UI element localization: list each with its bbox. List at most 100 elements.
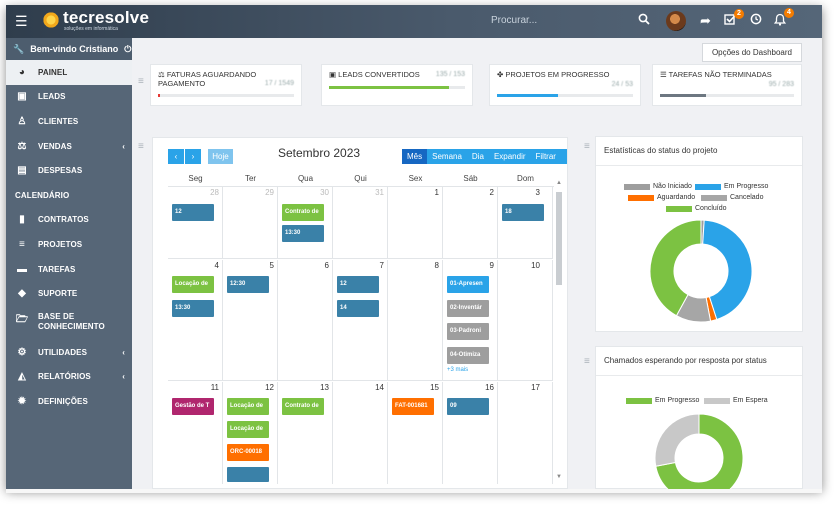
sidebar-item-projetos[interactable]: ≡ PROJETOS — [6, 232, 132, 257]
calendar-week: 11 Gestão de T 12 Locação de Locação de … — [168, 382, 553, 484]
search-icon[interactable] — [638, 13, 650, 29]
drag-handle-icon[interactable]: ≡ — [138, 76, 144, 87]
calendar-day[interactable]: 5 12:30 — [223, 260, 278, 380]
calendar-day[interactable]: 2 — [443, 187, 498, 258]
calendar-day[interactable]: 30 Contrato de 13:30 — [278, 187, 333, 258]
calendar-event[interactable]: 12 — [337, 276, 379, 293]
legend-item[interactable]: Não Iniciado — [624, 183, 692, 190]
sidebar-item-calendario[interactable]: CALENDÁRIO — [6, 183, 132, 208]
sidebar-item-painel[interactable]: ◕ PAINEL — [6, 60, 132, 85]
donut-slice-em-progresso[interactable] — [702, 219, 753, 321]
donut-slice-em-progresso[interactable] — [655, 413, 744, 489]
calendar-event[interactable]: 13:30 — [282, 225, 324, 242]
user-avatar[interactable] — [666, 11, 686, 31]
calendar-day[interactable]: 15 FAT-001681 — [388, 382, 443, 484]
tasks-check-icon[interactable] — [724, 13, 737, 29]
calendar-event[interactable]: Locação de — [227, 421, 269, 438]
calendar-day[interactable]: 13 Contrato de — [278, 382, 333, 484]
calendar-day[interactable]: 7 12 14 — [333, 260, 388, 380]
view-month-button[interactable]: Mês — [402, 149, 428, 164]
sidebar-item-despesas[interactable]: ▤ DESPESAS — [6, 158, 132, 183]
menu-toggle-icon[interactable]: ☰ — [15, 13, 28, 29]
calendar-event[interactable]: 09 — [447, 398, 489, 415]
today-button[interactable]: Hoje — [208, 149, 233, 164]
calendar-day[interactable]: 4 Locação de 13:30 — [168, 260, 223, 380]
sidebar-item-leads[interactable]: ▣ LEADS — [6, 85, 132, 110]
calendar-event[interactable]: Contrato de — [282, 204, 324, 221]
sidebar-item-utilidades[interactable]: ⚙ UTILIDADES ‹ — [6, 340, 132, 365]
calendar-day[interactable]: 14 — [333, 382, 388, 484]
dashboard-options-button[interactable]: Opções do Dashboard — [701, 43, 802, 62]
calendar-event[interactable]: ORC-00018 — [227, 444, 269, 461]
calendar-event[interactable]: 13:30 — [172, 300, 214, 317]
logo[interactable]: tecresolve soluções em informática — [42, 9, 149, 32]
donut-slice-em-espera[interactable] — [654, 413, 700, 467]
sidebar-item-clientes[interactable]: ♙ CLIENTES — [6, 109, 132, 134]
calendar-event[interactable]: 02-Inventár — [447, 300, 489, 317]
sidebar-item-contratos[interactable]: ▮ CONTRATOS — [6, 208, 132, 233]
drag-handle-icon[interactable]: ≡ — [138, 141, 144, 152]
stat-card-invoices[interactable]: ⚖ FATURAS AGUARDANDO PAGAMENTO 17 / 1549 — [150, 64, 302, 106]
calendar-day[interactable]: 6 — [278, 260, 333, 380]
sidebar-item-vendas[interactable]: ⚖ VENDAS ‹ — [6, 134, 132, 159]
calendar-day[interactable]: 3 18 — [498, 187, 553, 258]
legend-item[interactable]: Em Progresso — [695, 183, 768, 190]
more-events-link[interactable]: +3 mais — [447, 367, 469, 373]
calendar-event[interactable]: Locação de — [227, 398, 269, 415]
calendar-event[interactable]: 01-Apresen — [447, 276, 489, 293]
sidebar-item-tarefas[interactable]: ▬ TAREFAS — [6, 257, 132, 282]
prev-month-button[interactable]: ‹ — [168, 149, 184, 164]
calendar-day[interactable]: 28 12 — [168, 187, 223, 258]
sidebar-item-relatorios[interactable]: ◭ RELATÓRIOS ‹ — [6, 365, 132, 390]
calendar-scrollbar[interactable]: ▲ ▼ — [555, 180, 563, 480]
next-month-button[interactable]: › — [185, 149, 201, 164]
filter-button[interactable]: Filtrar Por — [530, 149, 567, 176]
search-input[interactable]: Procurar... — [491, 15, 538, 26]
drag-handle-icon[interactable]: ≡ — [584, 141, 590, 152]
calendar-day[interactable]: 10 — [498, 260, 553, 380]
sidebar-item-definicoes[interactable]: ✹ DEFINIÇÕES — [6, 389, 132, 414]
calendar-day[interactable]: 12 Locação de Locação de ORC-00018 — [223, 382, 278, 484]
legend-item[interactable]: Em Espera — [704, 397, 768, 404]
stat-card-tasks[interactable]: ☰ TAREFAS NÃO TERMINADAS 95 / 283 — [652, 64, 802, 106]
legend-item[interactable]: Cancelado — [701, 194, 763, 201]
logout-power-icon[interactable]: ⏻ — [124, 43, 132, 54]
share-icon[interactable]: ➦ — [700, 13, 711, 28]
legend-item[interactable]: Concluído — [666, 205, 727, 212]
calendar-day[interactable]: 16 09 — [443, 382, 498, 484]
view-week-button[interactable]: Semana — [427, 149, 467, 164]
legend-item[interactable]: Aguardando — [628, 194, 695, 201]
sidebar-item-suporte[interactable]: ◆ SUPORTE — [6, 281, 132, 306]
calendar-event[interactable]: Locação de — [172, 276, 214, 293]
calendar-event[interactable]: 03-Padroni — [447, 323, 489, 340]
stat-card-projects[interactable]: ✤ PROJETOS EM PROGRESSO 24 / 53 — [489, 64, 641, 106]
donut-slice-conclu-do[interactable] — [649, 219, 702, 317]
calendar-event[interactable]: 14 — [337, 300, 379, 317]
calendar-event[interactable] — [227, 467, 269, 482]
scroll-down-icon[interactable]: ▼ — [556, 474, 562, 480]
scrollbar-thumb[interactable] — [556, 192, 562, 285]
drag-handle-icon[interactable]: ≡ — [584, 356, 590, 367]
calendar-event[interactable]: 18 — [502, 204, 544, 221]
expand-button[interactable]: Expandir — [488, 149, 531, 164]
calendar-day[interactable]: 31 — [333, 187, 388, 258]
calendar-event[interactable]: 12:30 — [227, 276, 269, 293]
scroll-up-icon[interactable]: ▲ — [556, 180, 562, 186]
view-day-button[interactable]: Dia — [466, 149, 489, 164]
calendar-day[interactable]: 9 01-Apresen 02-Inventár 03-Padroni 04-O… — [443, 260, 498, 380]
calendar-event[interactable]: Gestão de T — [172, 398, 214, 415]
calendar-event[interactable]: FAT-001681 — [392, 398, 434, 415]
calendar-event[interactable]: 04-Otimiza — [447, 347, 489, 364]
stat-card-leads[interactable]: ▣ LEADS CONVERTIDOS 135 / 153 — [321, 64, 473, 106]
legend-item[interactable]: Em Progresso — [626, 397, 699, 404]
calendar-day[interactable]: 1 — [388, 187, 443, 258]
calendar-day[interactable]: 17 — [498, 382, 553, 484]
sidebar-item-base-conhecimento[interactable]: 🗁 BASE DE CONHECIMENTO — [6, 306, 132, 340]
clock-icon[interactable] — [750, 13, 762, 29]
calendar-day[interactable]: 11 Gestão de T — [168, 382, 223, 484]
calendar-event[interactable]: 12 — [172, 204, 214, 221]
calendar-day[interactable]: 8 — [388, 260, 443, 380]
calendar-day[interactable]: 29 — [223, 187, 278, 258]
bell-icon[interactable] — [773, 13, 787, 30]
calendar-event[interactable]: Contrato de — [282, 398, 324, 415]
